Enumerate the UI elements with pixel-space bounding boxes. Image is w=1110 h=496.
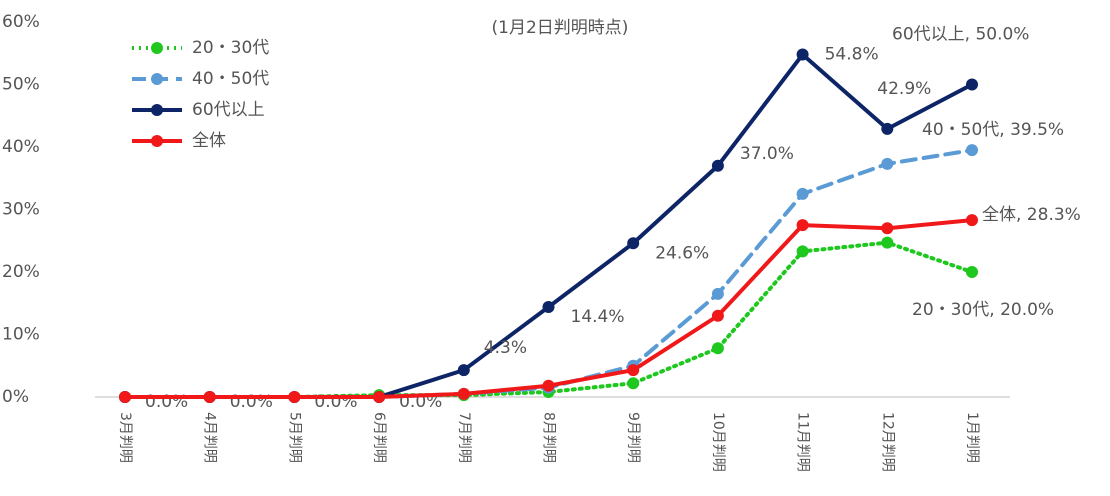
- legend-marker: [151, 135, 163, 147]
- legend-label: 40・50代: [192, 69, 269, 89]
- data-point: [119, 391, 131, 403]
- y-tick-label: 40%: [2, 137, 40, 157]
- x-tick-label: 3月判明: [117, 412, 133, 463]
- data-point: [711, 159, 724, 172]
- data-label: 40・50代, 39.5%: [922, 120, 1064, 140]
- y-tick-label: 30%: [2, 200, 40, 220]
- data-label: 14.4%: [571, 307, 625, 327]
- x-tick-label: 5月判明: [286, 412, 302, 463]
- data-point: [627, 364, 640, 377]
- data-point: [711, 309, 724, 322]
- data-point: [881, 122, 894, 135]
- y-tick-label: 50%: [2, 75, 40, 95]
- data-point: [796, 219, 809, 232]
- legend-marker: [151, 73, 163, 85]
- data-point: [796, 187, 809, 200]
- data-point: [373, 391, 386, 403]
- x-tick-label: 7月判明: [456, 412, 472, 463]
- x-tick-label: 4月判明: [202, 412, 218, 463]
- data-label: 20・30代, 20.0%: [912, 300, 1054, 320]
- data-point: [457, 364, 470, 377]
- x-tick-label: 11月判明: [795, 412, 811, 472]
- y-tick-label: 60%: [2, 12, 40, 32]
- x-tick-label: 10月判明: [710, 412, 726, 472]
- data-point: [457, 387, 470, 400]
- legend-label: 20・30代: [192, 38, 269, 58]
- data-point: [881, 157, 894, 170]
- series-line: [123, 240, 974, 399]
- data-point: [881, 236, 894, 249]
- data-point: [796, 245, 809, 258]
- data-label: 37.0%: [740, 144, 794, 164]
- legend-marker: [151, 104, 163, 116]
- data-point: [966, 78, 978, 91]
- data-label: 全体, 28.3%: [982, 205, 1081, 225]
- x-tick-label: 1月判明: [964, 412, 980, 463]
- data-point: [542, 379, 555, 392]
- legend-label: 全体: [192, 131, 226, 151]
- data-label: 42.9%: [877, 79, 931, 99]
- data-point: [203, 391, 216, 403]
- data-label: 4.3%: [484, 338, 527, 358]
- legend-marker: [151, 42, 163, 54]
- data-point: [627, 377, 640, 390]
- data-point: [966, 266, 978, 278]
- data-label: 24.6%: [655, 243, 709, 263]
- data-point: [881, 222, 894, 235]
- legend-label: 60代以上: [192, 100, 265, 120]
- y-tick-label: 0%: [2, 387, 29, 407]
- data-point: [796, 48, 809, 61]
- data-point: [288, 391, 301, 403]
- x-tick-label: 6月判明: [371, 412, 387, 463]
- x-tick-label: 8月判明: [541, 412, 557, 463]
- x-tick-label: 12月判明: [879, 412, 895, 472]
- data-point: [711, 287, 724, 300]
- data-point: [627, 237, 640, 250]
- y-tick-label: 10%: [2, 325, 40, 345]
- series-line: [123, 148, 974, 399]
- data-point: [711, 342, 724, 355]
- x-tick-label: 9月判明: [625, 412, 641, 463]
- data-label: 54.8%: [825, 45, 879, 65]
- data-point: [966, 144, 978, 157]
- chart-title: (1月2日判明時点): [492, 18, 629, 38]
- data-point: [542, 301, 555, 313]
- data-label: 60代以上, 50.0%: [892, 25, 1029, 45]
- data-point: [966, 214, 978, 227]
- y-tick-label: 20%: [2, 262, 40, 282]
